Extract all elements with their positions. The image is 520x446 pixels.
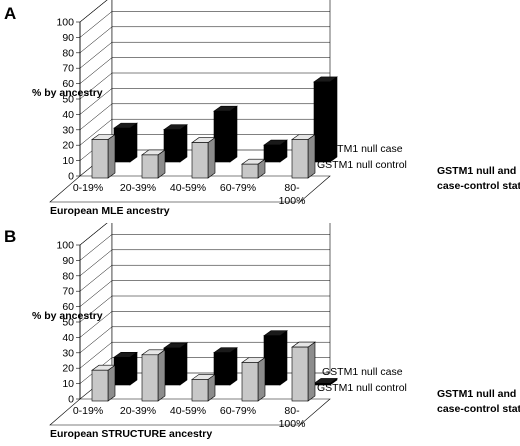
x-tick-label: 20-39%	[120, 405, 156, 417]
gridline-side	[79, 234, 113, 261]
gridline-side	[79, 88, 113, 115]
gridline-side	[79, 103, 113, 130]
y-tick-label: 90	[62, 255, 74, 267]
y-axis-title: % by ancestry	[32, 87, 103, 99]
chart-panel-a: 0 10 20 30 40 50 60 70 80 90 100 0-19% 20-39% 40-59% 6…	[4, 0, 520, 217]
y-tick-label: 50	[62, 317, 74, 329]
series-label-case: GSTM1 null case	[322, 366, 403, 378]
x-tick-label: 100%	[279, 418, 306, 430]
bar-case	[263, 139, 288, 163]
gridline-side	[79, 311, 113, 338]
x-tick-label: 100%	[279, 195, 306, 207]
x-axis-title: European STRUCTURE ancestry	[50, 428, 212, 440]
gridline-side	[79, 326, 113, 353]
y-tick-label: 0	[68, 171, 74, 183]
x-tick-label: 40-59%	[170, 405, 206, 417]
y-tick-label: 10	[62, 155, 74, 167]
bar-control	[91, 133, 116, 179]
bar-case	[313, 377, 338, 386]
x-tick-label: 80-	[284, 405, 300, 417]
bar-control	[191, 136, 216, 179]
z-axis-title-line2: case-control status	[437, 403, 520, 415]
gridline-side	[79, 280, 113, 307]
gridline-side	[79, 295, 113, 323]
gridline-side	[79, 57, 113, 84]
x-tick-label: 80-	[284, 182, 300, 194]
y-tick-label: 70	[62, 286, 74, 298]
chart-a-svg: 0 10 20 30 40 50 60 70 80 90 100 0-19% 20-39% 40-59% 6…	[4, 0, 520, 217]
bar-control	[91, 364, 116, 402]
y-tick-label: 20	[62, 140, 74, 152]
x-tick-label: 0-19%	[73, 182, 103, 194]
y-tick-label: 20	[62, 363, 74, 375]
y-tick-label: 0	[68, 394, 74, 406]
y-tick-label: 100	[56, 17, 74, 29]
bar-control	[291, 133, 316, 179]
bar-control	[241, 356, 266, 402]
y-tick-label: 30	[62, 347, 74, 359]
series-label-control: GSTM1 null control	[317, 382, 407, 394]
gridline-side	[79, 26, 113, 53]
x-tick-label: 40-59%	[170, 182, 206, 194]
y-tick-label: 80	[62, 47, 74, 59]
gridline-side	[79, 0, 108, 23]
bar-case	[263, 330, 288, 386]
z-axis-title-line2: case-control status	[437, 180, 520, 192]
bar-case	[163, 124, 188, 163]
y-tick-label: 40	[62, 332, 74, 344]
gridline-side	[79, 223, 108, 246]
bar-control	[141, 149, 166, 179]
y-tick-label: 100	[56, 240, 74, 252]
chart-b-svg: 0 10 20 30 40 50 60 70 80 90 100 0-19% 20-39% 40-59% 6…	[4, 223, 520, 440]
gridline-side	[79, 249, 113, 276]
bar-case	[113, 122, 138, 163]
x-axis-title: European MLE ancestry	[50, 205, 170, 217]
series-label-case: GSTM1 null case	[322, 143, 403, 155]
gridline-side	[79, 265, 113, 292]
bar-case	[213, 105, 238, 163]
y-tick-label: 60	[62, 301, 74, 313]
y-tick-label: 90	[62, 32, 74, 44]
gridline-side	[79, 342, 113, 369]
gridline-side	[79, 119, 113, 146]
y-tick-label: 10	[62, 378, 74, 390]
bar-control	[141, 349, 166, 402]
gridline-side	[79, 72, 113, 100]
y-tick-label: 60	[62, 78, 74, 90]
bar-case	[163, 342, 188, 386]
chart-panel-b: 0 10 20 30 40 50 60 70 80 90 100 0-19% 20-39% 40-59% 6…	[0, 223, 520, 446]
gridline-side	[79, 42, 113, 69]
series-label-control: GSTM1 null control	[317, 159, 407, 171]
bar-case	[113, 351, 138, 386]
gridline-side	[79, 11, 113, 38]
y-tick-label: 40	[62, 109, 74, 121]
x-tick-label: 0-19%	[73, 405, 103, 417]
x-tick-label: 60-79%	[220, 405, 256, 417]
x-tick-label: 20-39%	[120, 182, 156, 194]
panel-label: B	[4, 227, 16, 246]
z-axis-title-line1: GSTM1 null and	[437, 165, 516, 177]
bar-case	[313, 76, 338, 163]
bar-control	[241, 158, 266, 179]
y-tick-label: 30	[62, 124, 74, 136]
x-tick-label: 60-79%	[220, 182, 256, 194]
z-axis-title-line1: GSTM1 null and	[437, 388, 516, 400]
y-tick-label: 50	[62, 94, 74, 106]
bar-case	[213, 347, 238, 386]
y-axis-title: % by ancestry	[32, 310, 103, 322]
bar-control	[291, 341, 316, 402]
y-tick-label: 80	[62, 270, 74, 282]
panel-label: A	[4, 4, 16, 23]
y-tick-label: 70	[62, 63, 74, 75]
bar-control	[191, 373, 216, 402]
